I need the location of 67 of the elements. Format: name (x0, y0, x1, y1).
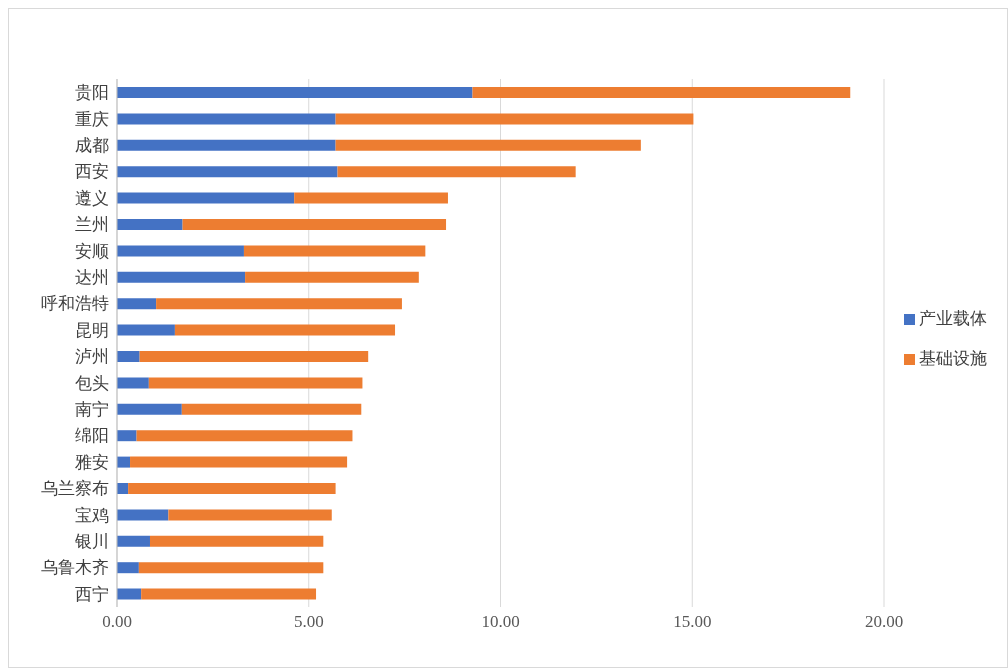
y-tick-label: 绵阳 (75, 425, 109, 446)
y-tick-label: 达州 (75, 267, 109, 288)
bar (335, 113, 694, 125)
bar (294, 192, 448, 204)
bar (472, 87, 851, 98)
bar (130, 456, 348, 468)
bar (117, 456, 131, 468)
x-tick-label: 20.00 (864, 612, 904, 632)
bar (136, 430, 353, 442)
y-tick-label: 宝鸡 (75, 504, 109, 525)
bar (117, 166, 338, 178)
bar (156, 298, 402, 310)
bar (148, 377, 363, 389)
y-tick-label: 包头 (75, 372, 109, 393)
bar (117, 113, 336, 125)
y-tick-label: 乌鲁木齐 (41, 557, 109, 578)
bar (139, 351, 369, 362)
y-tick-label: 泸州 (75, 346, 109, 367)
y-tick-label: 银川 (74, 531, 109, 552)
bar (117, 509, 169, 521)
bar (117, 192, 295, 204)
legend-label: 基础设施 (919, 348, 987, 368)
y-tick-label: 西安 (75, 161, 109, 182)
bar (117, 562, 139, 574)
bar (117, 377, 149, 389)
bar (117, 245, 244, 257)
y-tick-label: 西宁 (75, 583, 109, 604)
y-tick-label: 呼和浩特 (41, 293, 109, 314)
bar (245, 271, 419, 283)
y-tick-label: 遵义 (75, 187, 109, 208)
y-tick-label: 兰州 (75, 214, 109, 235)
bar (168, 509, 332, 521)
bar (117, 430, 137, 442)
y-tick-label: 昆明 (75, 319, 109, 340)
legend-label: 产业载体 (919, 308, 987, 328)
y-tick-label: 雅安 (75, 451, 109, 472)
x-tick-label: 15.00 (673, 612, 712, 632)
bar (117, 483, 129, 494)
bar (117, 298, 157, 310)
y-tick-label: 乌兰察布 (41, 478, 109, 499)
y-tick-label: 贵阳 (75, 82, 109, 103)
bar (117, 271, 246, 283)
bar (117, 403, 182, 415)
bar (182, 219, 447, 230)
bar (117, 351, 140, 362)
x-tick-label: 10.00 (481, 612, 520, 632)
y-tick-label: 南宁 (75, 399, 109, 420)
bar (117, 535, 150, 547)
bar (117, 87, 473, 98)
bar (335, 139, 641, 151)
bar (117, 588, 142, 600)
y-tick-label: 成都 (75, 135, 109, 156)
x-tick-label: 5.00 (293, 612, 324, 632)
bar (181, 403, 362, 415)
x-tick-label: 0.00 (102, 612, 132, 632)
bar (117, 139, 336, 151)
bar (128, 483, 336, 494)
bar (174, 324, 396, 336)
y-tick-label: 安顺 (75, 240, 109, 261)
bar (141, 588, 317, 600)
bar (149, 535, 324, 547)
bar (117, 219, 183, 230)
y-tick-label: 重庆 (75, 108, 109, 129)
bar (117, 324, 175, 336)
bar (243, 245, 426, 257)
bar (337, 166, 576, 178)
bar (138, 562, 324, 574)
